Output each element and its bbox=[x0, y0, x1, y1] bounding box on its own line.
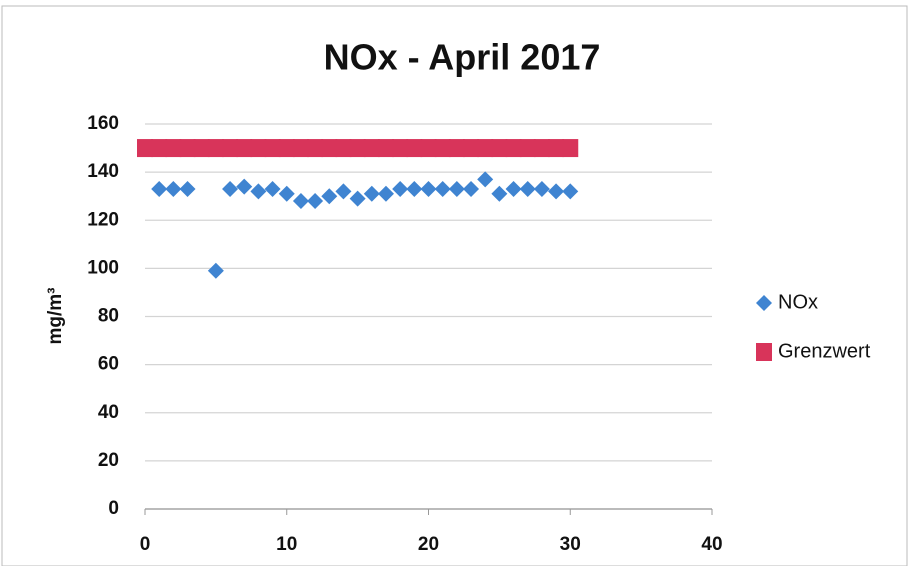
y-tick-label: 80 bbox=[98, 306, 119, 327]
data-point bbox=[505, 180, 522, 197]
data-point bbox=[165, 139, 182, 158]
data-point bbox=[392, 139, 409, 158]
data-point bbox=[207, 262, 224, 279]
data-point bbox=[363, 185, 380, 202]
data-point bbox=[165, 180, 182, 197]
data-point bbox=[448, 139, 465, 158]
data-point bbox=[463, 180, 480, 197]
legend-marker bbox=[756, 343, 772, 361]
y-tick-label: 60 bbox=[98, 354, 119, 375]
data-point bbox=[420, 139, 437, 158]
data-point bbox=[434, 180, 451, 197]
data-point bbox=[548, 183, 565, 200]
data-point bbox=[236, 178, 253, 195]
data-point bbox=[491, 185, 508, 202]
data-point bbox=[236, 139, 253, 158]
data-point bbox=[335, 183, 352, 200]
legend-marker bbox=[756, 295, 772, 311]
data-point bbox=[222, 139, 239, 158]
data-point bbox=[264, 180, 281, 197]
data-point bbox=[548, 139, 565, 158]
data-point bbox=[434, 139, 451, 158]
data-point bbox=[519, 139, 536, 158]
y-tick-label: 120 bbox=[87, 209, 119, 230]
data-point bbox=[151, 180, 168, 197]
data-point bbox=[392, 180, 409, 197]
y-tick-label: 20 bbox=[98, 450, 119, 471]
y-tick-label: 160 bbox=[87, 113, 119, 134]
data-point bbox=[179, 139, 196, 158]
data-point bbox=[193, 139, 210, 158]
data-point bbox=[349, 139, 366, 158]
data-point bbox=[207, 139, 224, 158]
data-point bbox=[477, 171, 494, 188]
data-point bbox=[307, 193, 324, 209]
y-tick-label: 0 bbox=[108, 498, 119, 519]
data-point bbox=[321, 188, 338, 205]
data-point bbox=[463, 139, 480, 158]
chart-title: NOx - April 2017 bbox=[324, 37, 601, 78]
legend-label: NOx bbox=[778, 291, 818, 313]
legend-label: Grenzwert bbox=[778, 340, 871, 362]
x-tick-label: 40 bbox=[701, 534, 722, 555]
chart-frame bbox=[1, 5, 908, 566]
data-point bbox=[363, 139, 380, 158]
data-point bbox=[137, 139, 153, 158]
data-point bbox=[222, 180, 239, 197]
data-point bbox=[406, 180, 423, 197]
x-tick-label: 10 bbox=[276, 534, 297, 555]
data-point bbox=[562, 183, 579, 200]
data-point bbox=[335, 139, 352, 158]
data-point bbox=[377, 185, 394, 202]
data-point bbox=[477, 139, 494, 158]
data-point bbox=[519, 180, 536, 197]
data-point bbox=[491, 139, 508, 158]
y-tick-label: 40 bbox=[98, 402, 119, 423]
data-point bbox=[562, 139, 579, 158]
data-point bbox=[179, 180, 196, 197]
data-point bbox=[292, 139, 309, 158]
data-point bbox=[406, 139, 423, 158]
data-point bbox=[292, 193, 309, 209]
data-point bbox=[533, 180, 550, 197]
x-tick-label: 30 bbox=[560, 534, 581, 555]
data-point bbox=[250, 139, 267, 158]
data-point bbox=[307, 139, 324, 158]
data-point bbox=[151, 139, 168, 158]
data-point bbox=[278, 139, 295, 158]
y-tick-label: 140 bbox=[87, 161, 119, 182]
data-point bbox=[321, 139, 338, 158]
data-point bbox=[420, 180, 437, 197]
data-point bbox=[264, 139, 281, 158]
data-point bbox=[505, 139, 522, 158]
y-axis-label: mg/m³ bbox=[45, 288, 66, 345]
data-point bbox=[250, 183, 267, 200]
data-point bbox=[278, 185, 295, 202]
data-point bbox=[533, 139, 550, 158]
x-tick-label: 20 bbox=[418, 534, 439, 555]
data-point bbox=[377, 139, 394, 158]
data-point bbox=[349, 190, 366, 207]
x-tick-label: 0 bbox=[140, 534, 151, 555]
y-tick-label: 100 bbox=[87, 257, 119, 278]
data-point bbox=[448, 180, 465, 197]
